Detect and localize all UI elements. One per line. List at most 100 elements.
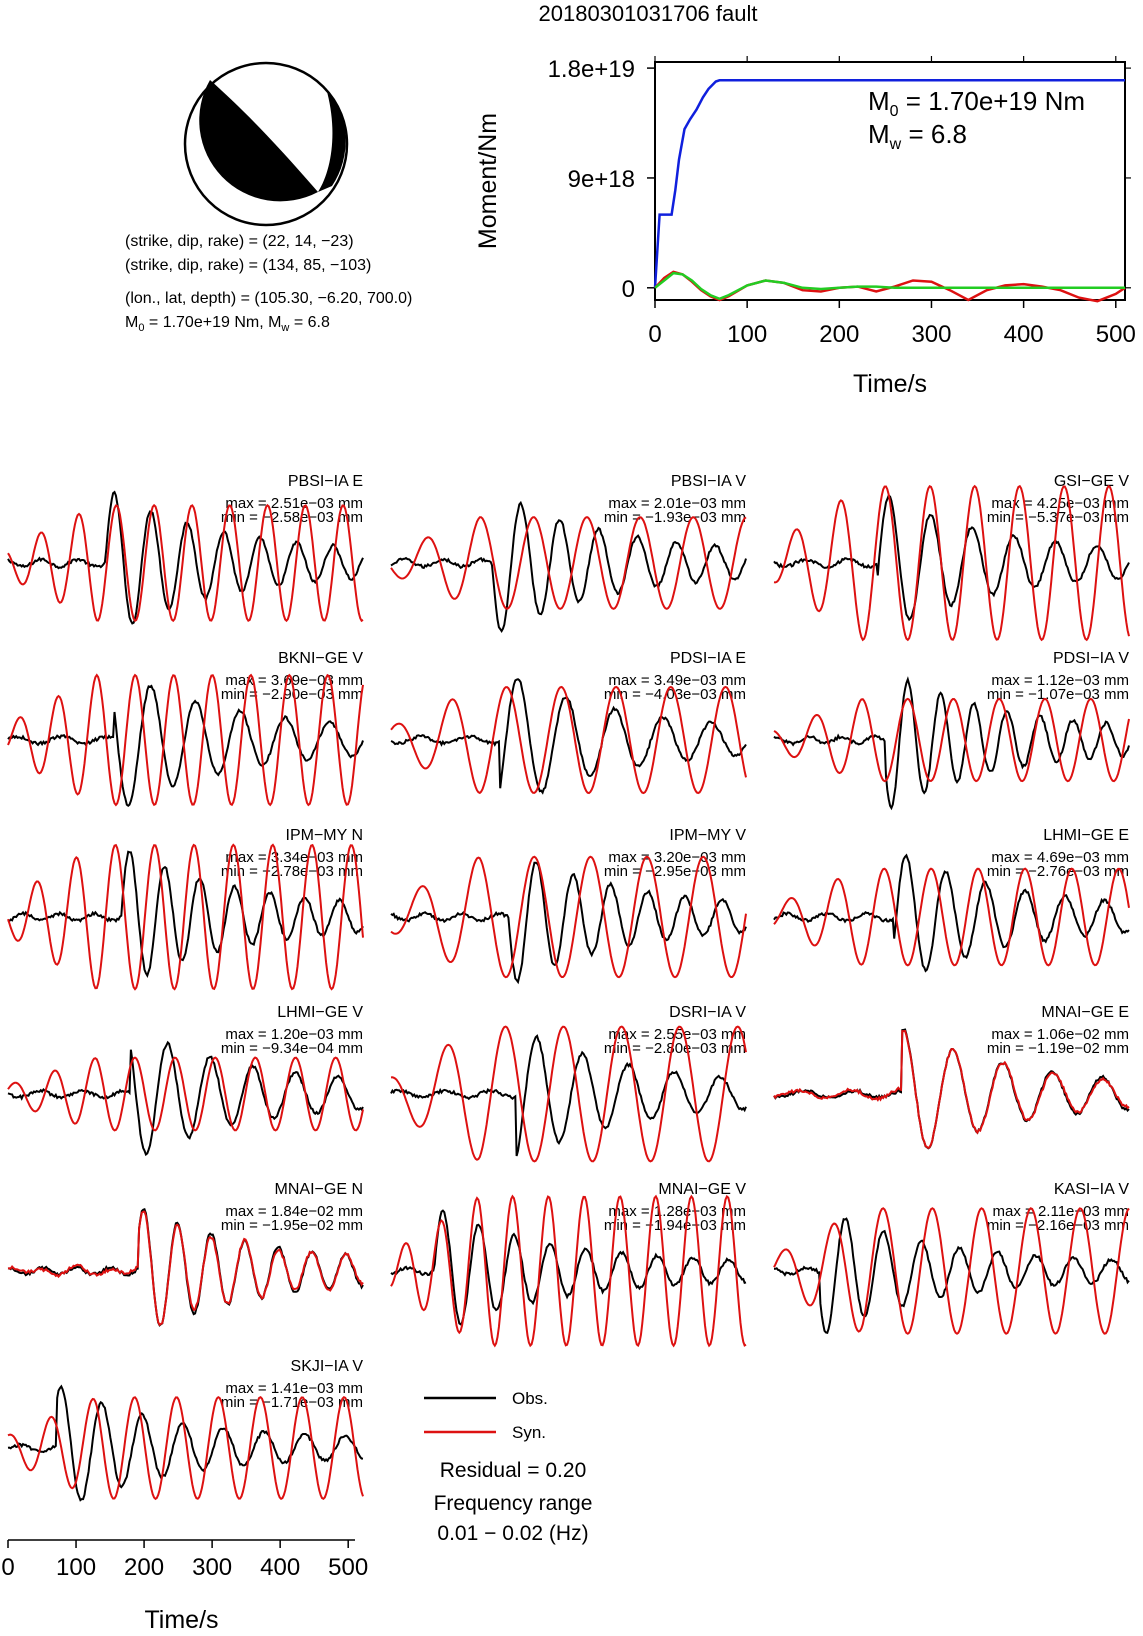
observed-trace: [773, 676, 1130, 811]
beachball-compressional-quadrant: [199, 80, 318, 202]
moment-plot-frame: [654, 61, 1126, 301]
station-name: MNAI−GE E: [1041, 1004, 1129, 1021]
station-min: min = −2.76e−03 mm: [987, 863, 1129, 880]
time-axis-tick-label: 200: [124, 1554, 164, 1581]
moment-x-tick-label: 400: [1004, 321, 1044, 348]
station-min: min = −1.95e−02 mm: [221, 1217, 363, 1234]
synthetic-trace: [7, 1056, 364, 1132]
synthetic-trace: [7, 843, 364, 991]
time-axis-label: Time/s: [144, 1606, 218, 1634]
moment-x-axis-label: Time/s: [853, 370, 927, 398]
station-max: max = 1.20e−03 mm: [225, 1026, 363, 1043]
moment-x-tick-label: 200: [819, 321, 859, 348]
mw-value: = 6.8: [289, 314, 330, 331]
station-max: max = 1.41e−03 mm: [225, 1380, 363, 1397]
plane1-text: (strike, dip, rake) = (22, 14, −23): [125, 233, 354, 250]
moment-annotation-mw: Mw = 6.8: [868, 119, 967, 153]
station-min: min = −2.58e−03 mm: [221, 509, 363, 526]
station-name: IPM−MY V: [669, 827, 746, 844]
station-max: max = 2.55e−03 mm: [608, 1026, 746, 1043]
moment-series-line-0: [653, 79, 1125, 288]
synthetic-trace: [390, 516, 747, 610]
synthetic-trace: [773, 484, 1130, 642]
time-axis-tick-label: 100: [56, 1554, 96, 1581]
moment-x-tick-label: 500: [1096, 321, 1136, 348]
time-axis-tick-label: 300: [192, 1554, 232, 1581]
moment-x-tick-label: 0: [648, 321, 661, 348]
moment-y-tick-label: 0: [622, 276, 635, 303]
station-name: LHMI−GE E: [1043, 827, 1129, 844]
station-max: max = 4.69e−03 mm: [991, 849, 1129, 866]
station-name: IPM−MY N: [286, 827, 364, 844]
station-name: PDSI−IA E: [670, 650, 746, 667]
station-name: PBSI−IA E: [288, 473, 363, 490]
station-min: min = −2.90e−03 mm: [221, 686, 363, 703]
station-min: min = −2.80e−03 mm: [604, 1040, 746, 1057]
synthetic-trace: [390, 685, 747, 795]
legend-obs-label: Obs.: [512, 1389, 548, 1408]
moment-series-line-2: [654, 271, 1125, 301]
station-min: min = −2.95e−03 mm: [604, 863, 746, 880]
moment-y-tick-label: 9e+18: [568, 166, 635, 193]
focal-mechanism-beachball: [183, 61, 349, 227]
frequency-value: 0.01 − 0.02 (Hz): [437, 1522, 588, 1545]
observed-trace: [773, 853, 1130, 973]
synthetic-trace: [7, 1210, 364, 1327]
synthetic-trace: [773, 697, 1130, 783]
station-max: max = 3.49e−03 mm: [608, 672, 746, 689]
synthetic-trace: [7, 1395, 364, 1501]
beachball-compressional-sliver: [318, 88, 346, 192]
location-text: (lon., lat, depth) = (105.30, −6.20, 700…: [125, 290, 412, 307]
synthetic-trace: [390, 1025, 747, 1163]
station-name: LHMI−GE V: [277, 1004, 363, 1021]
frequency-title: Frequency range: [434, 1492, 593, 1515]
waveform-time-axis: 0 100 200 300 400 500 Time/s: [1, 1539, 368, 1634]
observed-trace: [390, 1034, 747, 1157]
observed-trace: [773, 494, 1130, 622]
station-max: max = 1.84e−02 mm: [225, 1203, 363, 1220]
observed-trace: [7, 490, 364, 625]
station-min: min = −1.94e−03 mm: [604, 1217, 746, 1234]
legend-syn-label: Syn.: [512, 1423, 546, 1442]
station-min: min = −2.78e−03 mm: [221, 863, 363, 880]
moment-m: M: [125, 314, 138, 331]
station-max: max = 1.06e−02 mm: [991, 1026, 1129, 1043]
moment-value: = 1.70e+19 Nm, M: [144, 314, 281, 331]
residual-text: Residual = 0.20: [440, 1459, 587, 1482]
station-name: DSRI−IA V: [669, 1004, 746, 1021]
station-name: GSI−GE V: [1054, 473, 1129, 490]
synthetic-trace: [773, 1029, 1130, 1150]
mechanism-text: (strike, dip, rake) = (22, 14, −23) (str…: [125, 233, 412, 334]
mw-sub: w: [280, 322, 289, 334]
synthetic-trace: [773, 1207, 1130, 1335]
time-axis-tick-label: 0: [1, 1554, 14, 1581]
moment-x-tick-label: 300: [911, 321, 951, 348]
moment-y-tick-label: 1.8e+19: [548, 56, 635, 83]
moment-annotation-m0: M0 = 1.70e+19 Nm: [868, 86, 1085, 120]
station-max: max = 1.12e−03 mm: [991, 672, 1129, 689]
moment-y-axis-label: Moment/Nm: [474, 113, 502, 249]
legend: Obs. Syn. Residual = 0.20 Frequency rang…: [424, 1389, 592, 1545]
station-min: min = −2.16e−03 mm: [987, 1217, 1129, 1234]
station-name: MNAI−GE N: [275, 1181, 363, 1198]
synthetic-trace: [390, 1194, 747, 1348]
time-axis-tick-label: 400: [260, 1554, 300, 1581]
station-max: max = 3.34e−03 mm: [225, 849, 363, 866]
synthetic-trace: [7, 503, 364, 623]
station-max: max = 2.01e−03 mm: [608, 495, 746, 512]
station-name: KASI−IA V: [1054, 1181, 1129, 1198]
moment-text: M0 = 1.70e+19 Nm, Mw = 6.8: [125, 314, 330, 334]
